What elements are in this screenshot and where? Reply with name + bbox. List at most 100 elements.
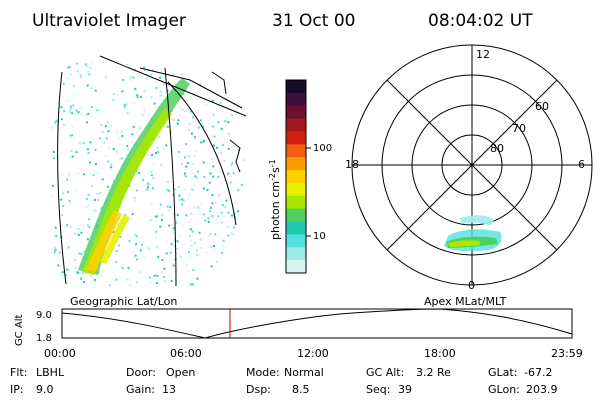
speckle-pixel [46,184,48,186]
speckle-pixel [185,143,188,146]
speckle-pixel [120,157,123,160]
speckle-pixel [45,250,47,252]
speckle-pixel [54,121,57,124]
speckle-pixel [216,176,219,179]
speckle-pixel [155,152,157,154]
speckle-pixel [52,89,55,92]
speckle-pixel [48,67,50,70]
speckle-pixel [192,120,194,123]
speckle-pixel [143,174,146,177]
speckle-pixel [203,176,206,178]
speckle-pixel [154,236,157,239]
speckle-pixel [151,153,153,156]
speckle-pixel [222,267,225,270]
speckle-pixel [85,113,88,116]
speckle-pixel [88,218,91,221]
speckle-pixel [198,231,201,234]
speckle-pixel [62,204,65,207]
speckle-pixel [122,267,125,270]
speckle-pixel [131,213,134,215]
speckle-pixel [69,134,72,137]
speckle-pixel [237,71,240,74]
speckle-pixel [148,276,151,279]
speckle-pixel [213,245,216,247]
speckle-pixel [168,224,171,227]
speckle-pixel [169,205,172,208]
speckle-pixel [121,263,124,266]
speckle-pixel [107,160,110,163]
speckle-pixel [192,269,195,272]
speckle-pixel [231,255,234,258]
speckle-pixel [82,142,85,145]
speckle-pixel [134,199,137,202]
geo-emission-image [45,60,248,289]
speckle-pixel [55,123,58,126]
speckle-pixel [184,175,187,178]
colorbar-segment [286,260,306,274]
speckle-pixel [194,242,197,245]
speckle-pixel [113,93,116,96]
speckle-pixel [244,228,247,231]
speckle-pixel [134,233,137,236]
speckle-pixel [212,69,214,72]
speckle-pixel [94,198,96,201]
speckle-pixel [189,110,192,113]
speckle-pixel [217,215,220,218]
speckle-pixel [220,93,223,95]
speckle-pixel [86,65,89,68]
speckle-pixel [117,137,120,140]
speckle-pixel [163,267,166,270]
speckle-pixel [209,233,211,236]
speckle-pixel [67,246,70,249]
speckle-pixel [45,270,47,272]
speckle-pixel [47,287,49,289]
speckle-pixel [168,189,171,192]
speckle-pixel [226,64,229,67]
colorbar-segment [286,234,306,248]
speckle-pixel [226,252,229,255]
speckle-pixel [246,161,248,163]
speckle-pixel [150,73,153,76]
speckle-pixel [220,211,223,214]
speckle-pixel [223,278,226,280]
speckle-pixel [87,204,90,207]
speckle-pixel [154,215,157,218]
speckle-pixel [166,205,169,208]
info-seq-value: 39 [398,383,412,396]
speckle-pixel [246,135,248,137]
speckle-pixel [226,256,228,259]
speckle-pixel [58,251,61,254]
speckle-pixel [190,218,193,221]
speckle-pixel [210,86,213,89]
info-glat-value: -67.2 [524,366,552,379]
speckle-pixel [211,215,214,218]
speckle-pixel [216,146,218,149]
speckle-pixel [189,235,192,238]
speckle-pixel [143,66,146,69]
speckle-pixel [120,130,123,133]
speckle-pixel [147,247,150,250]
speckle-pixel [177,119,180,122]
speckle-pixel [103,141,106,144]
speckle-pixel [232,88,235,91]
mlat-label-60: 60 [535,100,549,113]
speckle-pixel [77,111,80,114]
speckle-pixel [86,238,89,241]
speckle-pixel [205,72,208,75]
speckle-pixel [231,63,234,66]
speckle-pixel [244,140,247,143]
speckle-pixel [231,114,234,117]
speckle-pixel [186,198,189,201]
speckle-pixel [93,209,96,212]
colorbar-segment [286,170,306,184]
speckle-pixel [83,280,86,283]
x-tick-0600: 06:00 [170,347,202,360]
speckle-pixel [226,262,229,265]
x-tick-0000: 00:00 [44,347,76,360]
info-panel: Flt: LBHL Door: Open Mode: Normal GC Alt… [10,366,558,396]
speckle-pixel [116,130,119,133]
info-ip-value: 9.0 [36,383,54,396]
speckle-pixel [165,252,168,255]
speckle-pixel [155,220,158,223]
speckle-pixel [121,144,124,146]
